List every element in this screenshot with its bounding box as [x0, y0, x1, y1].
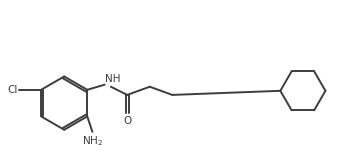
Text: Cl: Cl	[7, 85, 17, 95]
Text: NH: NH	[105, 74, 121, 84]
Text: NH$_2$: NH$_2$	[82, 134, 103, 148]
Text: O: O	[123, 116, 131, 126]
